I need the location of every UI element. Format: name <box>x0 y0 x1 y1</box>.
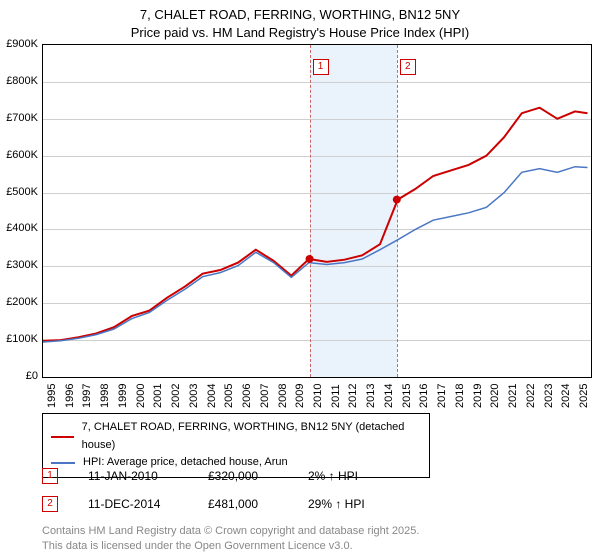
x-tick-label: 2012 <box>347 384 359 408</box>
sale-date-1: 11-JAN-2010 <box>88 469 178 483</box>
x-tick-label: 2014 <box>383 384 395 408</box>
series-hpi <box>43 167 588 342</box>
title-line1: 7, CHALET ROAD, FERRING, WORTHING, BN12 … <box>0 6 600 24</box>
x-tick-label: 2006 <box>241 384 253 408</box>
y-tick-label: £100K <box>0 333 38 345</box>
x-tick-label: 2000 <box>135 384 147 408</box>
x-tick-label: 2008 <box>277 384 289 408</box>
x-tick-label: 1999 <box>117 384 129 408</box>
x-tick-label: 1998 <box>99 384 111 408</box>
x-tick-label: 1995 <box>46 384 58 408</box>
sale-marker <box>393 196 401 204</box>
y-tick-label: £600K <box>0 149 38 161</box>
sale-date-2: 11-DEC-2014 <box>88 497 178 511</box>
x-tick-label: 2018 <box>454 384 466 408</box>
y-tick-label: £500K <box>0 186 38 198</box>
sale-row-2: 2 11-DEC-2014 £481,000 29% ↑ HPI <box>42 496 365 512</box>
x-tick-label: 2009 <box>294 384 306 408</box>
sale-flag-2: 2 <box>42 496 58 512</box>
x-tick-label: 2003 <box>188 384 200 408</box>
footer-line1: Contains HM Land Registry data © Crown c… <box>42 524 419 539</box>
x-tick-label: 2021 <box>507 384 519 408</box>
x-tick-label: 2004 <box>206 384 218 408</box>
y-tick-label: £200K <box>0 296 38 308</box>
sale-price-2: £481,000 <box>208 497 278 511</box>
legend-label: 7, CHALET ROAD, FERRING, WORTHING, BN12 … <box>82 419 421 454</box>
y-tick-label: £900K <box>0 38 38 50</box>
footer: Contains HM Land Registry data © Crown c… <box>42 524 419 555</box>
chart-title: 7, CHALET ROAD, FERRING, WORTHING, BN12 … <box>0 0 600 41</box>
x-tick-label: 2024 <box>560 384 572 408</box>
legend-swatch <box>51 436 74 438</box>
sale-flag-1: 1 <box>42 468 58 484</box>
legend-item: 7, CHALET ROAD, FERRING, WORTHING, BN12 … <box>51 419 421 454</box>
sale-row-1: 1 11-JAN-2010 £320,000 2% ↑ HPI <box>42 468 358 484</box>
sale-diff-1: 2% ↑ HPI <box>308 469 358 483</box>
x-tick-label: 2001 <box>152 384 164 408</box>
title-line2: Price paid vs. HM Land Registry's House … <box>0 24 600 42</box>
legend-swatch <box>51 462 75 464</box>
y-tick-label: £300K <box>0 259 38 271</box>
x-tick-label: 2015 <box>401 384 413 408</box>
sale-diff-2: 29% ↑ HPI <box>308 497 365 511</box>
x-tick-label: 1996 <box>64 384 76 408</box>
x-tick-label: 2013 <box>365 384 377 408</box>
x-tick-label: 2019 <box>472 384 484 408</box>
x-tick-label: 2020 <box>489 384 501 408</box>
y-tick-label: £0 <box>0 370 38 382</box>
x-tick-label: 2005 <box>223 384 235 408</box>
sale-price-1: £320,000 <box>208 469 278 483</box>
x-tick-label: 2025 <box>578 384 590 408</box>
y-tick-label: £800K <box>0 75 38 87</box>
x-tick-label: 2023 <box>543 384 555 408</box>
x-tick-label: 2007 <box>259 384 271 408</box>
series-price_paid <box>43 108 588 341</box>
x-tick-label: 2002 <box>170 384 182 408</box>
x-tick-label: 1997 <box>81 384 93 408</box>
x-tick-label: 2011 <box>330 384 342 408</box>
footer-line2: This data is licensed under the Open Gov… <box>42 539 419 554</box>
x-tick-label: 2022 <box>525 384 537 408</box>
x-tick-label: 2016 <box>418 384 430 408</box>
x-tick-label: 2010 <box>312 384 324 408</box>
x-tick-label: 2017 <box>436 384 448 408</box>
chart-plot-area: 12 <box>42 44 592 378</box>
sale-marker <box>306 255 314 263</box>
y-tick-label: £700K <box>0 112 38 124</box>
series-overlay <box>43 45 591 377</box>
y-tick-label: £400K <box>0 222 38 234</box>
